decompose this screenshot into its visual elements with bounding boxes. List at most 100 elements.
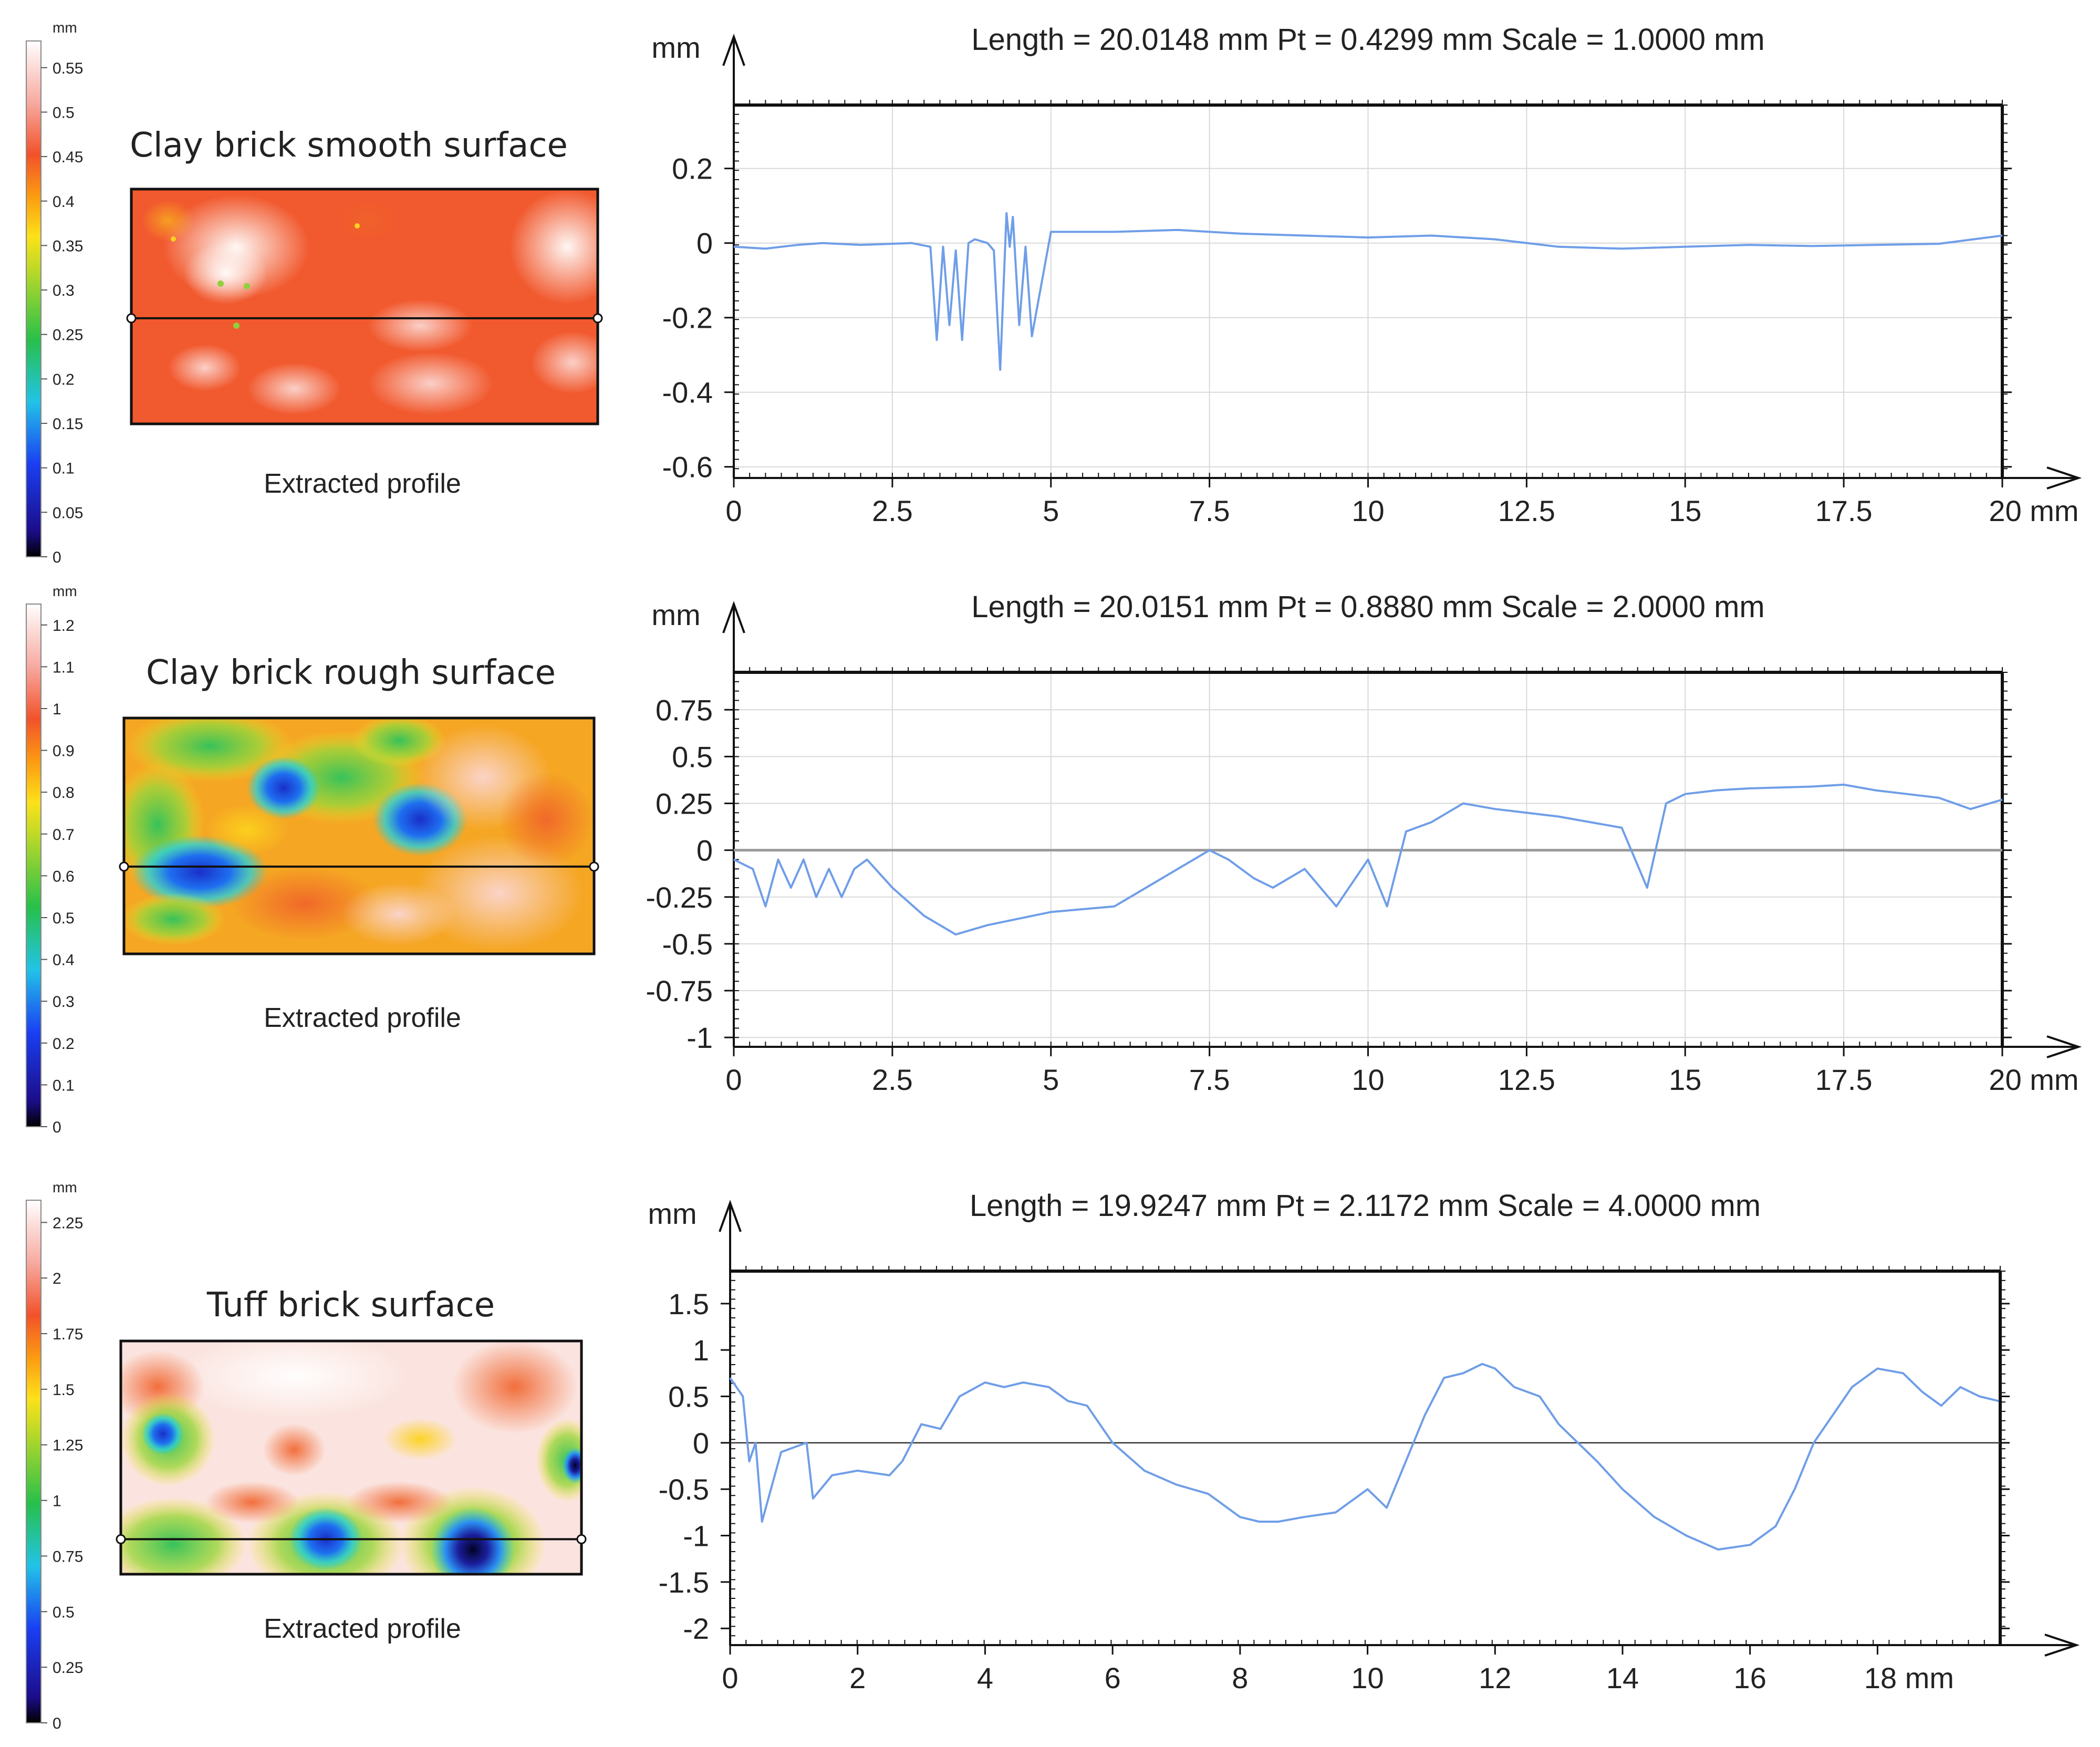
y-tick-label: -0.2 [662, 301, 713, 335]
x-tick-label: 14 [1606, 1661, 1639, 1694]
panel-title: Tuff brick surface [206, 1286, 495, 1325]
panel-caption: Extracted profile [264, 1614, 461, 1644]
chart-title: Length = 19.9247 mm Pt = 2.1172 mm Scale… [970, 1189, 1761, 1223]
profile-line-end [589, 861, 599, 872]
colorbar-tick-label: 1 [53, 701, 61, 718]
y-tick-label: 0.5 [672, 740, 713, 773]
x-tick-label: 12.5 [1498, 494, 1555, 527]
colorbar-tick-label: 0.6 [53, 868, 75, 885]
chart-title: Length = 20.0148 mm Pt = 0.4299 mm Scale… [971, 23, 1765, 57]
y-tick-label: -0.75 [646, 974, 713, 1007]
y-axis-arrow [722, 34, 745, 66]
colorbar-tick-label: 0.35 [53, 237, 83, 255]
x-tick-label: 2.5 [872, 1063, 913, 1096]
profile-chart-tuff: 0 2 4 6 8 10 12 14 16 18 mm 1.5 1 0.5 0 -0.5 -1 -1.5 -2 mm… [648, 1189, 2080, 1694]
colorbar-tick-label: 0.5 [53, 104, 75, 121]
y-tick-label: 1 [693, 1334, 709, 1367]
x-tick-label: 5 [1043, 494, 1059, 527]
profile-series-line [733, 783, 2003, 936]
colorbar-tick-label: 0.5 [53, 1604, 75, 1621]
colorbar-tick-label: 0.1 [53, 460, 75, 477]
profile-line-start [119, 861, 129, 872]
x-tick-label: 12 [1479, 1661, 1511, 1694]
profile-series-line [733, 212, 2003, 371]
y-tick-label: -0.4 [662, 376, 713, 409]
y-tick-label: 0.2 [672, 152, 713, 185]
x-tick-label: 0 [722, 1661, 738, 1694]
colorbar-tick-label: 0.7 [53, 826, 75, 844]
colorbar-ticks: 0 0.25 0.5 0.75 1 1.25 1.5 1.75 2 2.25 [41, 1214, 83, 1732]
x-axis-arrow [2046, 466, 2082, 490]
panel-smooth: mm 00.050.10.150.20.250.30.350.40.450.50… [26, 19, 603, 566]
y-tick-label: -0.5 [662, 928, 713, 961]
x-tick-label: 17.5 [1815, 494, 1873, 527]
colorbar-tick-label: 0 [53, 1715, 61, 1732]
colorbar-tick-label: 0.4 [53, 952, 75, 969]
panel-caption: Extracted profile [264, 1003, 461, 1033]
colorbar-gradient [26, 40, 41, 557]
y-tick-label: 0 [696, 834, 713, 867]
y-axis-label: mm [648, 1197, 696, 1230]
x-tick-label: 10 [1351, 1661, 1384, 1694]
y-tick-label: -1 [687, 1021, 713, 1054]
colorbar-unit: mm [53, 19, 77, 36]
colorbar-tick-label: 0.3 [53, 993, 75, 1011]
colorbar-tick-label: 0.15 [53, 415, 83, 433]
colorbar-tick-label: 0.4 [53, 193, 75, 211]
colorbar-tick-label: 0.9 [53, 743, 75, 760]
x-tick-label: 2.5 [872, 494, 913, 527]
y-axis-arrow [722, 601, 745, 633]
y-tick-label: -1.5 [659, 1566, 710, 1599]
surface-map-frame [119, 1339, 583, 1576]
chart-title: Length = 20.0151 mm Pt = 0.8880 mm Scale… [971, 590, 1765, 624]
x-tick-label: 2 [849, 1661, 866, 1694]
colorbar-tick-label: 0.2 [53, 371, 75, 388]
colorbar-tick-label: 0.55 [53, 60, 83, 77]
profile-series-line [729, 1363, 1999, 1551]
y-tick-label: -1 [683, 1520, 709, 1553]
profile-line-end [576, 1534, 587, 1544]
colorbar-tick-label: 1 [53, 1493, 61, 1510]
x-tick-label: 20 mm [1989, 1063, 2078, 1096]
colorbar-smooth: mm 00.050.10.150.20.250.30.350.40.450.50… [26, 19, 83, 566]
x-tick-label: 5 [1043, 1063, 1059, 1096]
x-tick-label: 12.5 [1498, 1063, 1555, 1096]
x-tick-label: 7.5 [1189, 1063, 1230, 1096]
colorbar-tick-label: 0.1 [53, 1077, 75, 1094]
y-tick-label: -2 [683, 1612, 709, 1645]
y-tick-label: -0.25 [646, 881, 713, 914]
y-tick-label: 1.5 [668, 1287, 709, 1320]
colorbar-tick-label: 1.2 [53, 617, 75, 635]
panel-rough: mm 0 0.1 0.2 0.3 0.4 0.5 0.6 0.7 0.8 0.9 1 1.1 1.2 C… [26, 583, 599, 1136]
colorbar-tick-label: 0.25 [53, 327, 83, 344]
y-tick-label: 0.5 [668, 1380, 709, 1413]
x-tick-label: 15 [1669, 494, 1701, 527]
colorbar-ticks: 0 0.05 0.1 0.15 0.2 0.25 0.3 0.35 0.4 0.45 0.5 0.55 [41, 60, 83, 566]
x-tick-label: 10 [1352, 1063, 1384, 1096]
colorbar-tick-label: 0.75 [53, 1548, 83, 1565]
colorbar-tuff: mm 0 0.25 0.5 0.75 1 1.25 1.5 1.75 2 2.25 [26, 1179, 83, 1732]
panel-title: Clay brick smooth surface [130, 126, 568, 165]
colorbar-tick-label: 0.05 [53, 504, 83, 522]
colorbar-tick-label: 1.25 [53, 1437, 83, 1454]
x-tick-label: 4 [977, 1661, 993, 1694]
y-tick-label: -0.5 [659, 1473, 710, 1506]
colorbar-gradient [26, 1200, 41, 1723]
colorbar-unit: mm [53, 583, 77, 599]
x-tick-label: 18 mm [1864, 1661, 1954, 1694]
panel-title: Clay brick rough surface [146, 653, 556, 692]
y-tick-label: 0.25 [656, 787, 713, 820]
x-axis-arrow [2046, 1035, 2082, 1058]
x-tick-label: 8 [1232, 1661, 1248, 1694]
panel-caption: Extracted profile [264, 469, 461, 499]
surface-map-tuff [121, 1341, 581, 1574]
colorbar-tick-label: 1.1 [53, 659, 75, 676]
y-tick-label: 0.75 [656, 693, 713, 726]
x-tick-label: 20 mm [1989, 494, 2078, 527]
colorbar-rough: mm 0 0.1 0.2 0.3 0.4 0.5 0.6 0.7 0.8 0.9 1 1.1 1.2 [26, 583, 77, 1136]
panel-tuff: mm 0 0.25 0.5 0.75 1 1.25 1.5 1.75 2 2.25 Tuff br… [26, 1179, 587, 1732]
profile-chart-smooth: 0 2.5 5 7.5 10 12.5 15 17.5 20 mm 0.2 0 -0.2 -0.4 -0.… [651, 23, 2082, 527]
colorbar-tick-label: 0.45 [53, 149, 83, 166]
colorbar-tick-label: 0.25 [53, 1659, 83, 1677]
